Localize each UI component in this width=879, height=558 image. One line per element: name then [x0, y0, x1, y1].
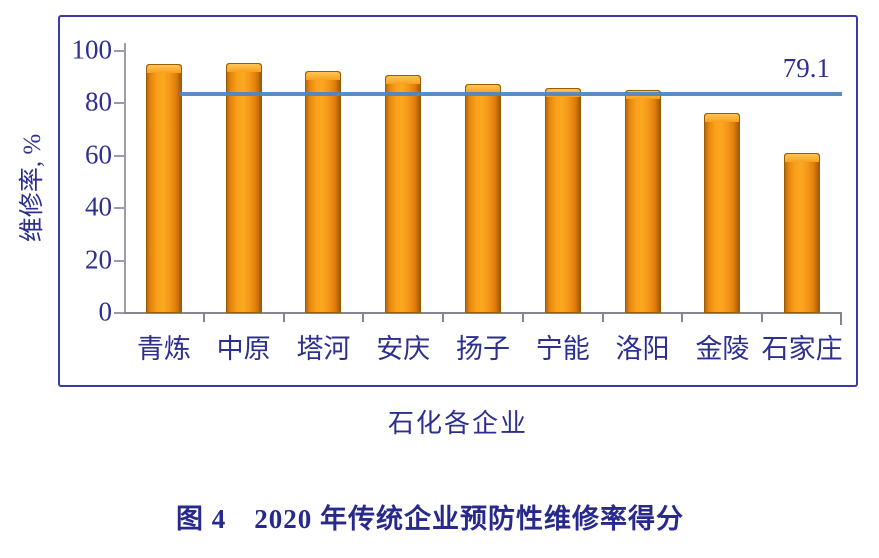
- chart-frame: 0 20 40 60 80 100 青炼 中原 塔河 安庆 扬子 宁能 洛阳 金陵 石家庄 79.1: [58, 15, 858, 387]
- bar: [784, 153, 821, 313]
- plot-area: 0 20 40 60 80 100 青炼 中原 塔河 安庆 扬子 宁能 洛阳 金陵 石家庄 79.1: [60, 17, 856, 385]
- x-tick-mark: [521, 314, 524, 322]
- x-axis-line: [124, 312, 842, 314]
- y-tick-mark: [114, 154, 124, 157]
- y-tick-label: 60: [85, 139, 112, 170]
- y-tick-label: 20: [85, 244, 112, 275]
- y-tick-mark: [114, 207, 124, 210]
- bar-top-highlight: [306, 71, 341, 80]
- bar-top-highlight: [226, 63, 261, 72]
- reference-line: [179, 91, 842, 96]
- category-label: 中原: [216, 334, 271, 364]
- bar: [624, 90, 661, 313]
- bar-top-highlight: [386, 75, 421, 84]
- bar: [544, 87, 581, 313]
- category-label: 石家庄: [761, 334, 843, 364]
- bar: [385, 74, 422, 313]
- y-tick-label: 40: [85, 191, 112, 222]
- x-tick-mark: [761, 314, 764, 322]
- category-label: 扬子: [456, 334, 510, 364]
- x-axis-end-step: [840, 312, 842, 325]
- y-tick-mark: [114, 259, 124, 262]
- y-tick-label: 80: [85, 86, 112, 117]
- reference-line-label: 79.1: [782, 53, 830, 83]
- y-tick-label: 100: [71, 34, 113, 65]
- x-axis-title: 石化各企业: [387, 409, 528, 438]
- bar-top-highlight: [785, 154, 820, 163]
- category-label: 金陵: [695, 334, 750, 364]
- x-tick-mark: [601, 314, 604, 322]
- category-label: 洛阳: [615, 334, 670, 364]
- x-tick-mark: [282, 314, 285, 322]
- x-tick-mark: [681, 314, 684, 322]
- y-axis-line: [124, 43, 126, 314]
- figure-caption: 图 4 2020 年传统企业预防性维修率得分: [176, 504, 684, 534]
- y-tick-label: 0: [98, 296, 113, 327]
- bar: [145, 64, 182, 313]
- y-axis-title: 维修率, %: [19, 133, 46, 243]
- bar-top-highlight: [466, 84, 500, 93]
- bar: [465, 83, 501, 313]
- bar: [225, 62, 262, 313]
- y-tick-mark: [114, 102, 124, 105]
- x-tick-mark: [442, 314, 445, 322]
- bar-top-highlight: [705, 113, 740, 122]
- x-tick-mark: [362, 314, 365, 322]
- category-label: 塔河: [296, 334, 351, 364]
- x-tick-mark: [202, 314, 205, 322]
- category-label: 宁能: [535, 334, 590, 364]
- y-tick-mark: [114, 312, 124, 314]
- bar-top-highlight: [146, 65, 181, 74]
- bar: [305, 70, 342, 313]
- category-label: 安庆: [376, 334, 431, 364]
- category-label: 青炼: [136, 334, 191, 364]
- bar: [704, 112, 741, 313]
- y-tick-mark: [114, 50, 124, 52]
